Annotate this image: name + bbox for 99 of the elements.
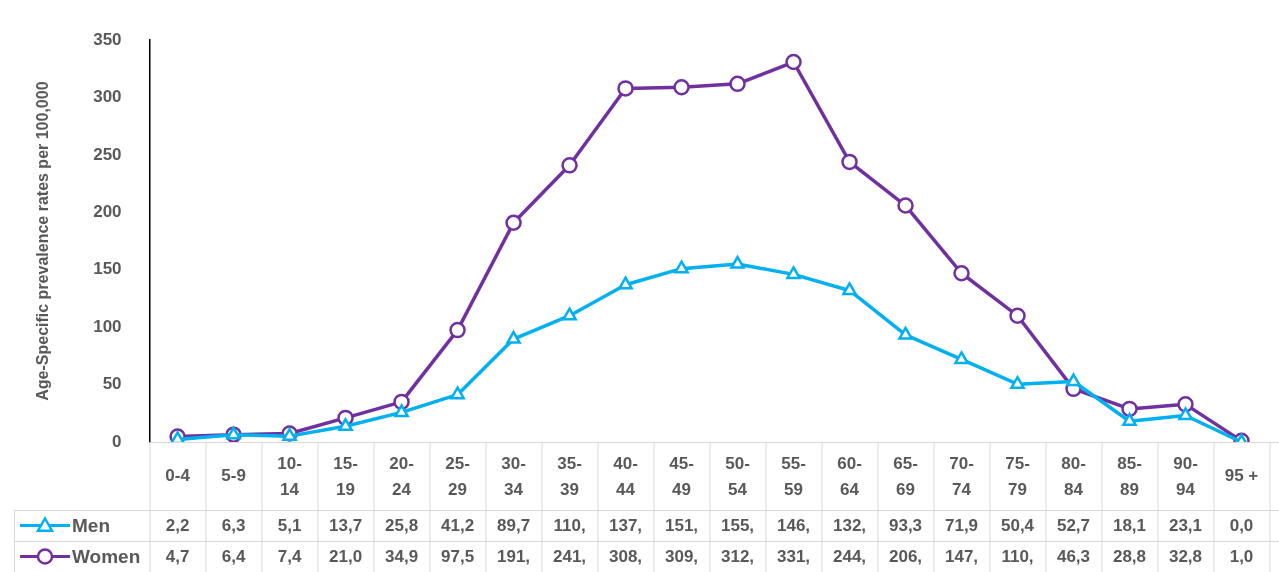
point (1122, 412, 1137, 426)
point (897, 197, 914, 214)
data-label: 155, (720, 516, 755, 536)
data-label: 13,7 (329, 516, 363, 536)
x-tick-label: 85-89 (1117, 453, 1142, 499)
x-tick-label: 50-54 (725, 453, 750, 499)
point (729, 75, 746, 93)
y-tick-label: 150 (93, 259, 122, 279)
x-tick-label: 75-79 (1005, 453, 1030, 499)
point (730, 255, 745, 269)
x-tick-label: 80-84 (1061, 453, 1086, 499)
point (618, 276, 633, 290)
data-label: 110, (1001, 547, 1034, 567)
data-label: 23,1 (1168, 516, 1203, 536)
x-tick-label: 25-29 (445, 453, 470, 499)
x-tick-label: 30-34 (501, 453, 526, 499)
x-tick-label: 60-64 (837, 453, 862, 499)
point (1178, 407, 1193, 421)
data-label: 5,1 (277, 516, 302, 536)
y-axis-title: Age-Specific prevalence rates per 100,000 (34, 81, 52, 401)
data-label: 2,2 (165, 516, 190, 536)
point (898, 326, 913, 340)
point (673, 79, 690, 96)
y-tick-label: 200 (93, 202, 122, 222)
x-tick-label: 55-59 (781, 453, 806, 499)
point (338, 418, 353, 432)
data-label: 331, (776, 547, 811, 567)
point (450, 386, 465, 400)
data-label: 308, (608, 547, 643, 567)
data-label: 71,9 (944, 516, 979, 536)
y-tick-label: 50 (102, 374, 122, 394)
point (674, 260, 689, 274)
x-tick-label: 35-39 (557, 453, 582, 499)
data-label: 41,2 (441, 516, 475, 536)
data-label: 1,0 (1229, 547, 1254, 567)
data-label: 25,8 (385, 516, 419, 536)
y-tick-label: 350 (93, 29, 122, 49)
point (449, 321, 466, 339)
point (617, 80, 634, 97)
data-label: 97,5 (441, 547, 475, 567)
y-tick-label: 0 (112, 431, 122, 451)
x-tick-label: 65-69 (893, 453, 918, 499)
data-label: 34,9 (385, 547, 419, 567)
data-label: 6,4 (221, 547, 246, 567)
data-label: 21,0 (329, 547, 363, 567)
point (506, 330, 521, 344)
data-label: 132, (832, 516, 867, 536)
point (1066, 373, 1081, 387)
data-label: 191, (497, 547, 531, 567)
x-tick-label: 70-74 (949, 453, 974, 499)
data-label: 32,8 (1168, 547, 1203, 567)
point (394, 404, 409, 418)
x-tick-label: 40-44 (613, 453, 638, 499)
data-label: 46,3 (1056, 547, 1091, 567)
data-label: 0,0 (1229, 516, 1254, 536)
y-tick-label: 100 (93, 316, 122, 336)
point (562, 307, 577, 321)
point (954, 351, 969, 365)
data-label: 110, (553, 516, 586, 536)
data-label: 151, (664, 516, 699, 536)
data-label: 244, (832, 547, 867, 567)
x-tick-label: 5-9 (221, 465, 246, 485)
data-label: 241, (552, 547, 587, 567)
data-label: 28,8 (1112, 547, 1147, 567)
data-label: 6,3 (221, 516, 246, 536)
x-tick-label: 0-4 (165, 465, 191, 485)
x-tick-label: 20-24 (389, 453, 414, 499)
point (842, 282, 857, 296)
data-label: 4,7 (165, 547, 190, 567)
data-label: 137, (608, 516, 643, 536)
data-label: 206, (888, 547, 923, 567)
data-label: 147, (944, 547, 979, 567)
x-tick-label: 95 + (1224, 465, 1259, 485)
data-label: 52,7 (1056, 516, 1091, 536)
x-tick-label: 15-19 (333, 453, 358, 499)
data-label: 312, (720, 547, 755, 567)
data-label: 93,3 (888, 516, 923, 536)
y-tick-label: 250 (93, 144, 122, 164)
point (786, 266, 801, 280)
point (1009, 307, 1026, 324)
point (785, 53, 802, 71)
y-tick-label: 300 (93, 87, 122, 107)
x-tick-label: 90-94 (1173, 453, 1198, 499)
point (841, 153, 858, 171)
data-label: 7,4 (277, 547, 302, 567)
legend-label: Men (72, 514, 110, 536)
point (561, 157, 578, 174)
data-label: 146, (776, 516, 811, 536)
x-tick-label: 10-14 (277, 453, 302, 499)
data-label: 18,1 (1112, 516, 1147, 536)
data-label: 89,7 (497, 516, 531, 536)
data-label: 309, (664, 547, 699, 567)
x-tick-label: 45-49 (669, 453, 694, 499)
point (1010, 375, 1025, 389)
point (505, 214, 522, 231)
legend-label: Women (72, 545, 141, 567)
point (1121, 400, 1138, 418)
point (953, 264, 970, 282)
data-label: 50,4 (1000, 516, 1035, 536)
